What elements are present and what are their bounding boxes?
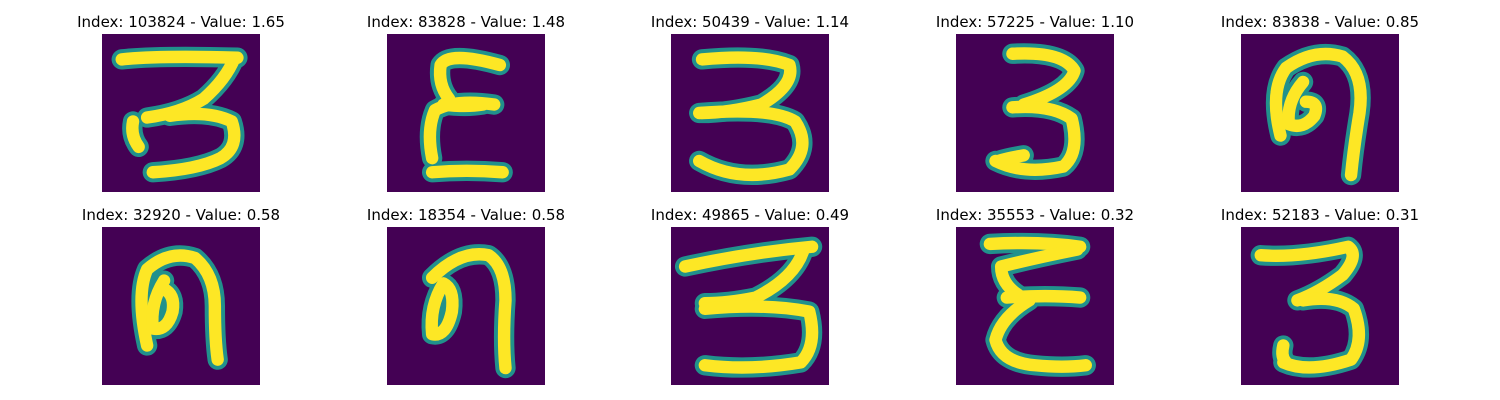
panel-title: Index: 52183 - Value: 0.31	[1220, 206, 1420, 224]
digit-image	[956, 34, 1114, 192]
image-panel: Index: 83838 - Value: 0.85	[1221, 12, 1419, 200]
image-panel: Index: 103824 - Value: 1.65	[77, 12, 285, 200]
image-panel: Index: 18354 - Value: 0.58	[367, 205, 565, 393]
panel-title: Index: 103824 - Value: 1.65	[77, 13, 285, 31]
image-panel: Index: 83828 - Value: 1.48	[367, 12, 565, 200]
digit-image	[671, 227, 829, 385]
digit-image	[671, 34, 829, 192]
image-panel: Index: 49865 - Value: 0.49	[651, 205, 849, 393]
digit-image	[102, 34, 260, 192]
digit-image	[956, 227, 1114, 385]
digit-image	[1241, 227, 1399, 385]
digit-image	[102, 227, 260, 385]
panel-title: Index: 83838 - Value: 0.85	[1220, 13, 1420, 31]
digit-image	[387, 227, 545, 385]
panel-title: Index: 49865 - Value: 0.49	[650, 206, 850, 224]
panel-title: Index: 32920 - Value: 0.58	[81, 206, 281, 224]
image-panel: Index: 52183 - Value: 0.31	[1221, 205, 1419, 393]
digit-image	[387, 34, 545, 192]
panel-title: Index: 50439 - Value: 1.14	[650, 13, 850, 31]
digit-image	[1241, 34, 1399, 192]
panel-title: Index: 57225 - Value: 1.10	[935, 13, 1135, 31]
panel-title: Index: 83828 - Value: 1.48	[366, 13, 566, 31]
panel-title: Index: 18354 - Value: 0.58	[366, 206, 566, 224]
image-panel: Index: 50439 - Value: 1.14	[651, 12, 849, 200]
image-panel: Index: 32920 - Value: 0.58	[82, 205, 280, 393]
panel-title: Index: 35553 - Value: 0.32	[935, 206, 1135, 224]
image-panel: Index: 57225 - Value: 1.10	[936, 12, 1134, 200]
image-panel: Index: 35553 - Value: 0.32	[936, 205, 1134, 393]
